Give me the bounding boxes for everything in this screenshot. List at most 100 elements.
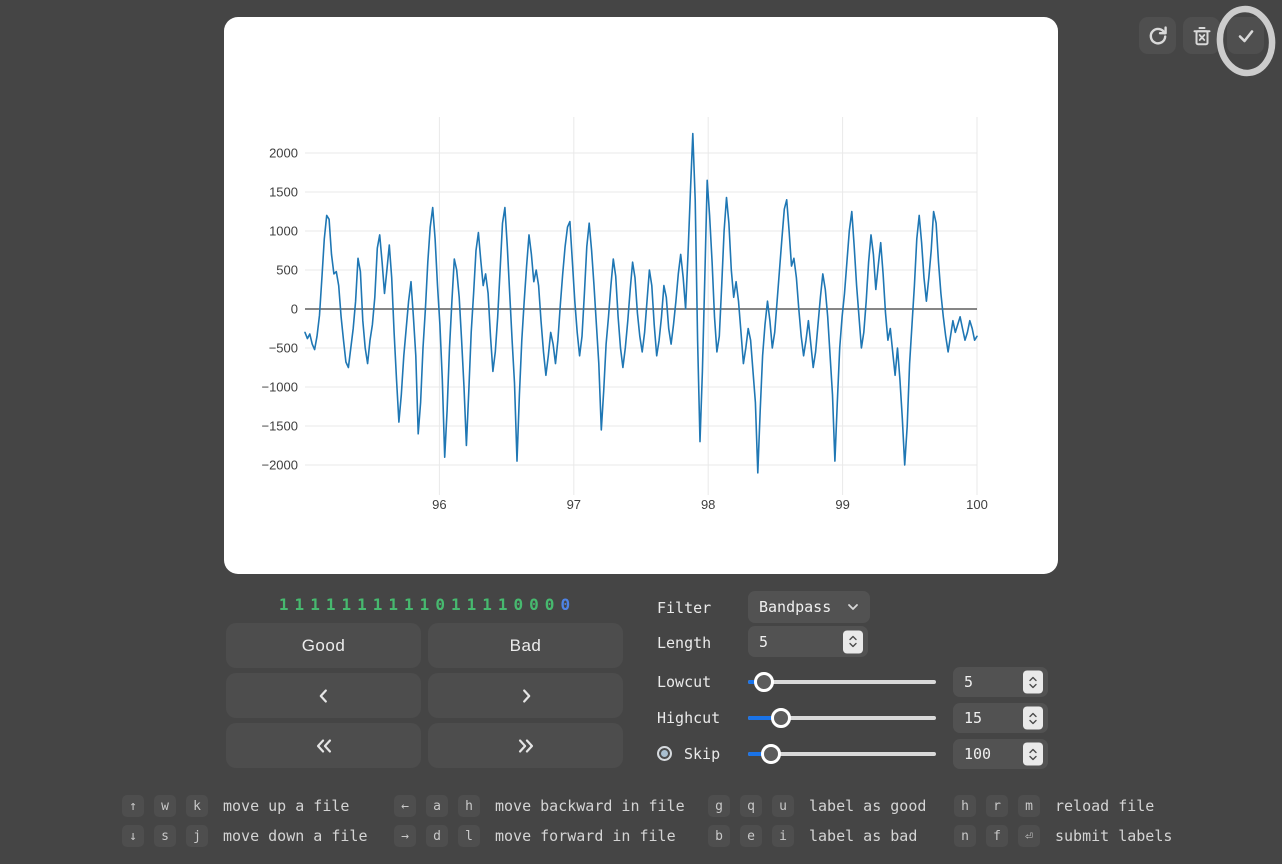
svg-text:2000: 2000 bbox=[269, 146, 298, 161]
svg-text:1000: 1000 bbox=[269, 224, 298, 239]
filter-select[interactable]: Bandpass bbox=[748, 591, 870, 623]
lowcut-spinner[interactable] bbox=[1023, 670, 1043, 694]
shortcut-hint: ← a h move backward in file bbox=[394, 795, 708, 817]
chevron-left-icon bbox=[319, 688, 327, 703]
length-spinner[interactable] bbox=[843, 630, 863, 653]
shortcut-hint: g q u label as good bbox=[708, 795, 954, 817]
svg-text:−2000: −2000 bbox=[261, 458, 298, 473]
filter-selected-value: Bandpass bbox=[759, 598, 832, 616]
svg-text:500: 500 bbox=[276, 263, 298, 278]
shortcut-action: move backward in file bbox=[495, 797, 685, 815]
label-digit: 1 bbox=[404, 595, 414, 614]
key-badge: k bbox=[186, 795, 208, 817]
lowcut-slider-handle[interactable] bbox=[753, 672, 774, 692]
double-chevron-left-icon bbox=[316, 738, 331, 753]
key-badge: ← bbox=[394, 795, 416, 817]
key-badge: l bbox=[458, 825, 480, 847]
good-button[interactable]: Good bbox=[226, 623, 421, 668]
delete-file-button[interactable] bbox=[1183, 17, 1220, 54]
label-digit: 1 bbox=[310, 595, 320, 614]
key-badge: f bbox=[986, 825, 1008, 847]
shortcut-action: label as bad bbox=[809, 827, 918, 845]
shortcut-action: label as good bbox=[809, 797, 927, 815]
key-badge: ↓ bbox=[122, 825, 144, 847]
last-file-button[interactable] bbox=[428, 723, 623, 768]
shortcut-action: move forward in file bbox=[495, 827, 676, 845]
svg-text:−1000: −1000 bbox=[261, 380, 298, 395]
skip-spinner[interactable] bbox=[1023, 742, 1043, 766]
trash-x-icon bbox=[1193, 26, 1210, 45]
key-badge: m bbox=[1018, 795, 1040, 817]
key-badge: n bbox=[954, 825, 976, 847]
key-badge: h bbox=[458, 795, 480, 817]
skip-row: Skip 100 bbox=[657, 739, 1048, 769]
submit-labels-button[interactable] bbox=[1227, 17, 1264, 54]
next-file-button[interactable] bbox=[428, 673, 623, 718]
key-badge: → bbox=[394, 825, 416, 847]
spinner-icon bbox=[1029, 748, 1037, 760]
skip-slider-track[interactable] bbox=[748, 744, 936, 764]
svg-text:100: 100 bbox=[966, 497, 988, 512]
shortcut-action: move up a file bbox=[223, 797, 350, 815]
shortcut-action: move down a file bbox=[223, 827, 368, 845]
label-digit: 1 bbox=[482, 595, 492, 614]
spinner-icon bbox=[1029, 676, 1037, 688]
reload-file-button[interactable] bbox=[1139, 17, 1176, 54]
shortcut-hint: → d l move forward in file bbox=[394, 825, 708, 847]
first-file-button[interactable] bbox=[226, 723, 421, 768]
lowcut-value: 5 bbox=[964, 673, 974, 691]
key-badge: s bbox=[154, 825, 176, 847]
label-digit: 1 bbox=[294, 595, 305, 614]
label-digit: 0 bbox=[435, 595, 445, 614]
key-badge: b bbox=[708, 825, 730, 847]
highcut-spinner[interactable] bbox=[1023, 706, 1043, 730]
spinner-icon bbox=[849, 635, 857, 648]
label-digit: 1 bbox=[466, 595, 477, 614]
svg-text:−500: −500 bbox=[269, 341, 298, 356]
chart-card: 2000 1500 1000 500 0 −500 −1000 −1500 −2000 96 97 9… bbox=[224, 17, 1058, 574]
label-digit: 0 bbox=[544, 595, 555, 614]
label-digit: 1 bbox=[388, 595, 399, 614]
highcut-value: 15 bbox=[964, 709, 983, 727]
length-value: 5 bbox=[759, 632, 769, 651]
skip-radio[interactable] bbox=[657, 746, 672, 761]
svg-text:96: 96 bbox=[432, 497, 446, 512]
label-digit: 0 bbox=[513, 595, 524, 614]
label-digit: 0 bbox=[529, 595, 539, 614]
skip-label: Skip bbox=[684, 745, 721, 763]
skip-slider-handle[interactable] bbox=[760, 744, 781, 764]
keyboard-shortcuts: ↑ w k move up a file ← a h move backward in fil… bbox=[122, 795, 1182, 847]
timeseries-chart: 2000 1500 1000 500 0 −500 −1000 −1500 −2000 96 97 9… bbox=[261, 117, 988, 512]
svg-text:99: 99 bbox=[835, 497, 849, 512]
shortcut-action: submit labels bbox=[1055, 827, 1173, 845]
key-badge: q bbox=[740, 795, 762, 817]
shortcut-hint: ↓ s j move down a file bbox=[122, 825, 394, 847]
label-digit: 1 bbox=[357, 595, 367, 614]
prev-file-button[interactable] bbox=[226, 673, 421, 718]
key-badge: ↑ bbox=[122, 795, 144, 817]
highcut-slider-track[interactable] bbox=[748, 708, 936, 728]
label-nav-buttons: Good Bad bbox=[226, 623, 623, 768]
double-chevron-right-icon bbox=[518, 738, 533, 753]
svg-text:−1500: −1500 bbox=[261, 419, 298, 434]
bad-button[interactable]: Bad bbox=[428, 623, 623, 668]
lowcut-slider-track[interactable] bbox=[748, 672, 936, 692]
skip-value-input[interactable]: 100 bbox=[953, 739, 1048, 769]
highcut-value-input[interactable]: 15 bbox=[953, 703, 1048, 733]
check-icon bbox=[1238, 29, 1253, 42]
highcut-label: Highcut bbox=[657, 709, 721, 727]
filter-label: Filter bbox=[657, 599, 712, 617]
svg-text:1500: 1500 bbox=[269, 185, 298, 200]
length-label: Length bbox=[657, 634, 712, 652]
key-badge: u bbox=[772, 795, 794, 817]
label-digit: 1 bbox=[372, 595, 383, 614]
svg-text:98: 98 bbox=[701, 497, 715, 512]
length-input[interactable]: 5 bbox=[748, 626, 868, 657]
highcut-slider-handle[interactable] bbox=[771, 708, 792, 728]
highcut-row: Highcut 15 bbox=[657, 703, 1048, 733]
skip-value: 100 bbox=[964, 745, 992, 763]
spinner-icon bbox=[1029, 712, 1037, 724]
lowcut-value-input[interactable]: 5 bbox=[953, 667, 1048, 697]
key-badge: h bbox=[954, 795, 976, 817]
